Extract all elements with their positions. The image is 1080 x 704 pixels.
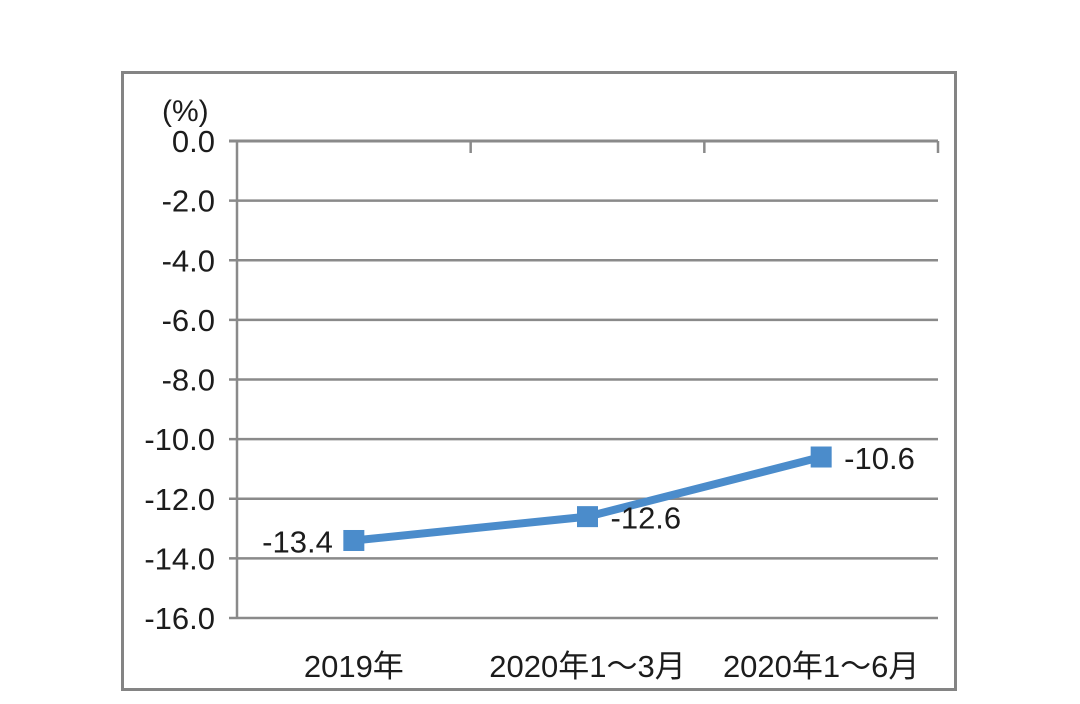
data-point-marker xyxy=(343,529,365,551)
y-tick-label: -12.0 xyxy=(144,482,215,517)
x-category-label: 2020年1～3月 xyxy=(489,649,685,684)
data-point-label: -12.6 xyxy=(611,501,682,536)
data-point-marker xyxy=(810,446,832,468)
y-tick-label: 0.0 xyxy=(172,124,215,159)
y-axis-unit-label: (%) xyxy=(162,95,209,128)
data-point-label: -13.4 xyxy=(262,524,333,559)
y-tick-label: -8.0 xyxy=(162,363,215,398)
data-point-label: -10.6 xyxy=(844,441,915,476)
x-category-label: 2019年 xyxy=(304,649,404,684)
line-chart: 0.0 -2.0 -4.0 -6.0 -8.0 -10.0 -12.0 -14.0 -16.0 (… xyxy=(144,95,940,684)
y-tick-label: -16.0 xyxy=(144,601,215,636)
data-point-marker xyxy=(577,506,598,528)
y-tick-label: -14.0 xyxy=(144,541,215,576)
y-tick-label: -4.0 xyxy=(162,243,215,278)
x-category-label: 2020年1～6月 xyxy=(723,649,919,684)
y-tick-label: -6.0 xyxy=(162,303,215,338)
y-tick-label: -2.0 xyxy=(162,184,215,219)
chart-container: 0.0 -2.0 -4.0 -6.0 -8.0 -10.0 -12.0 -14.0 -16.0 (… xyxy=(121,71,957,691)
y-tick-label: -10.0 xyxy=(144,422,215,457)
